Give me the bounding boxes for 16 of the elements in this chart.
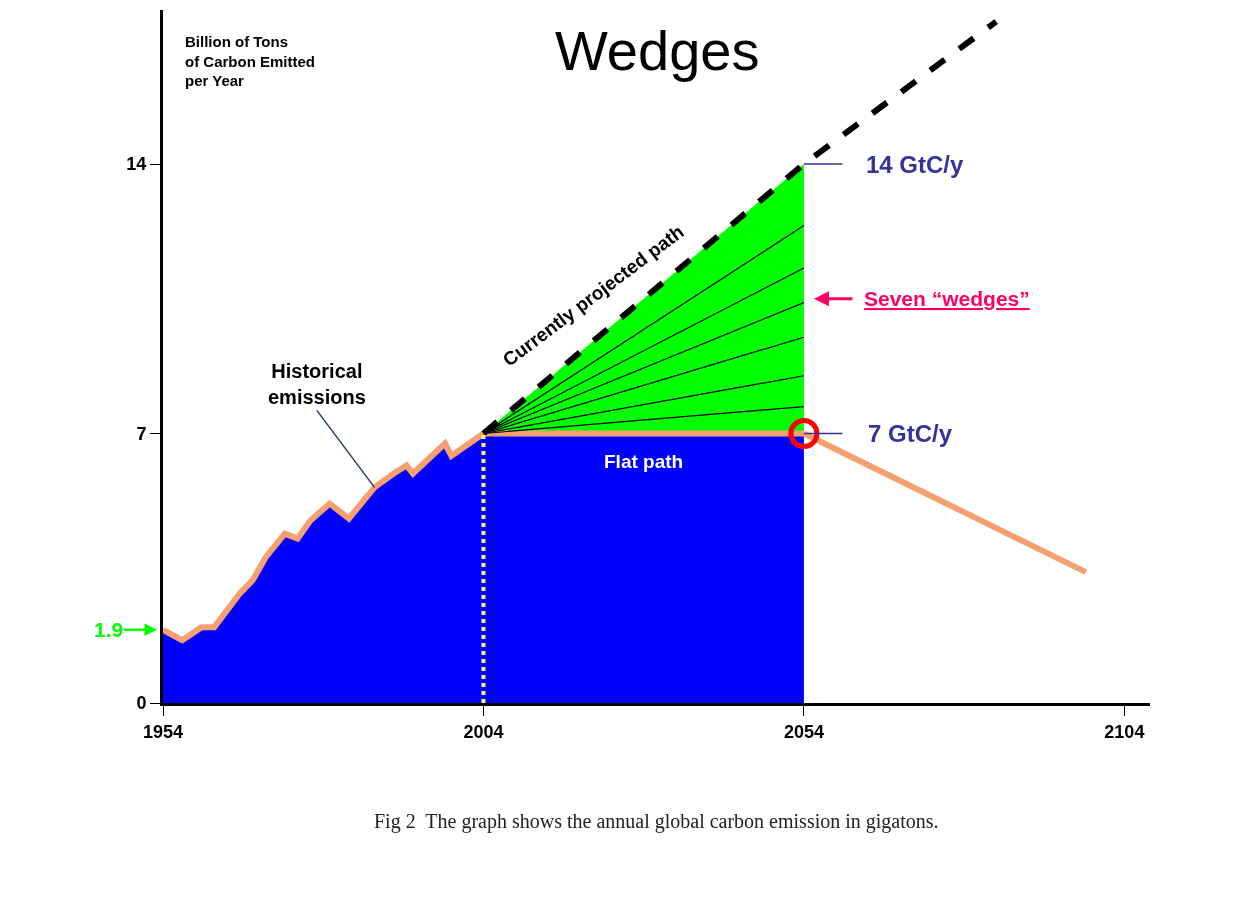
annotation: Historical emissions bbox=[268, 360, 366, 408]
y-tick-label: 0 bbox=[136, 693, 147, 714]
x-tick-label: 2004 bbox=[463, 721, 504, 742]
y-axis-title: Billion of Tons of Carbon Emitted per Year bbox=[185, 33, 315, 89]
x-tick-label: 2054 bbox=[783, 721, 824, 742]
annotation: 14 GtC/y bbox=[866, 151, 965, 178]
annotation: 1.9 bbox=[94, 618, 124, 641]
y-tick-label: 7 bbox=[136, 423, 147, 444]
caption: Fig 2 The graph shows the annual global carbon emission in gigatons. bbox=[374, 810, 939, 833]
chart-title: Wedges bbox=[555, 19, 760, 82]
annotation: Flat path bbox=[604, 451, 684, 472]
annotation: 7 GtC/y bbox=[868, 420, 953, 447]
x-tick-label: 1954 bbox=[142, 721, 184, 742]
x-tick-label: 2104 bbox=[1104, 721, 1145, 742]
y-tick-label: 14 bbox=[126, 154, 147, 175]
annotation: Seven “wedges” bbox=[864, 287, 1030, 310]
